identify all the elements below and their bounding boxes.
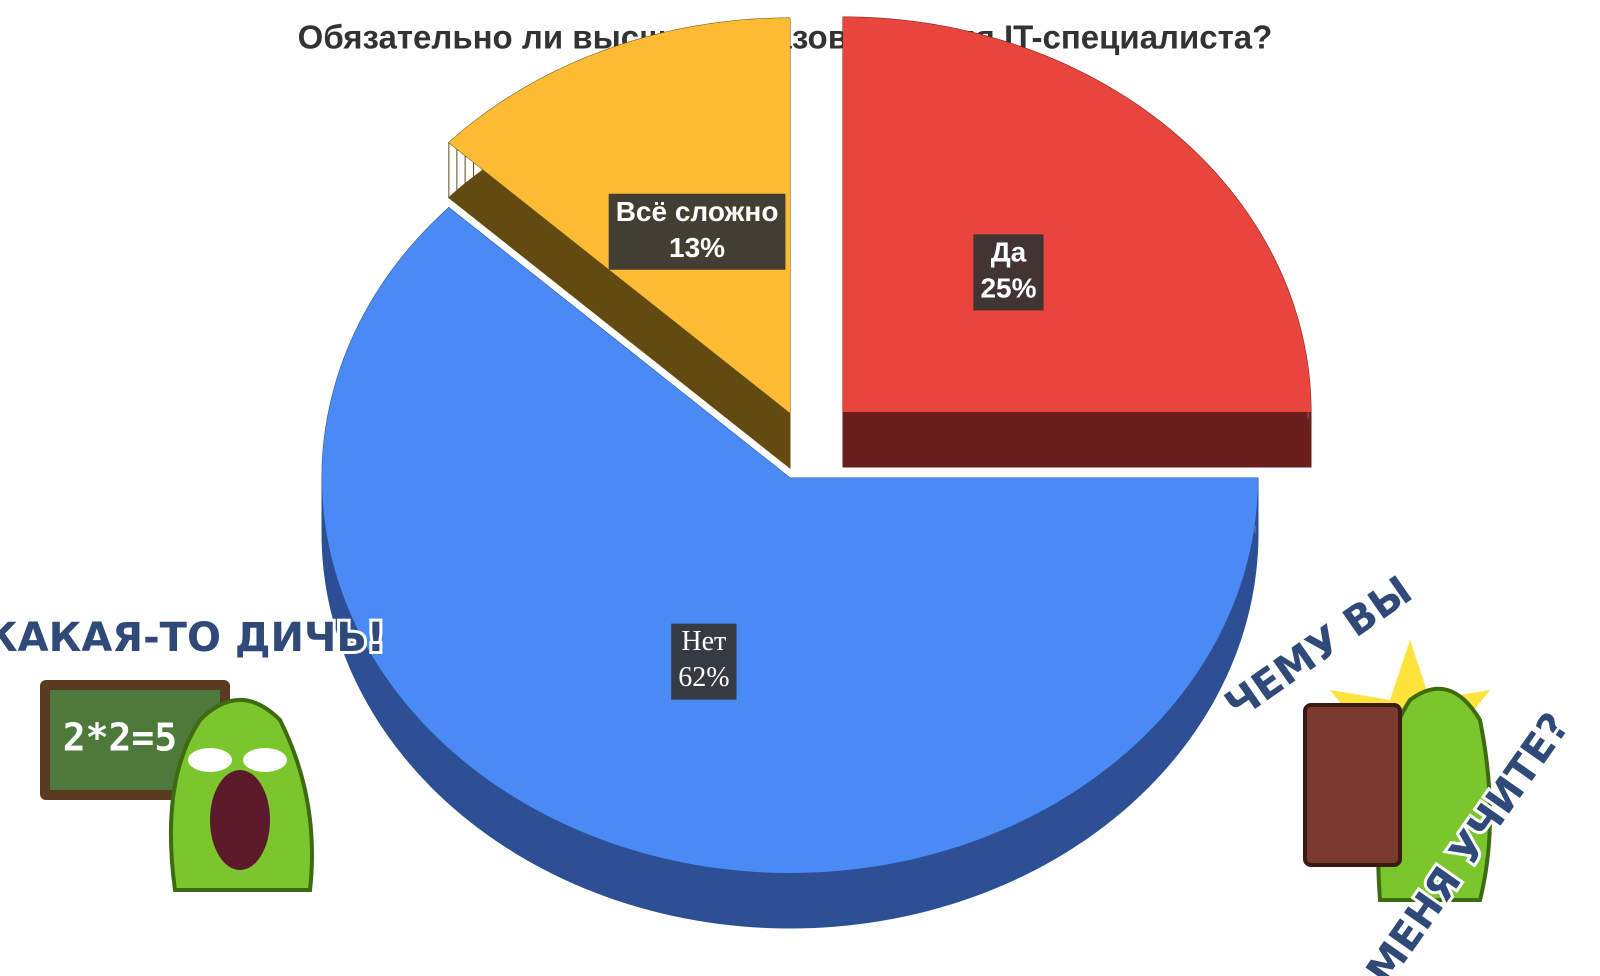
monster-mouth [210, 770, 270, 870]
brick-wall [1303, 703, 1402, 867]
label-box [671, 623, 737, 700]
sticker-text: КАКАЯ-ТО ДИЧЬ! [0, 615, 385, 661]
data-label: Всё сложно 13% [608, 193, 786, 270]
slice [322, 207, 1258, 873]
data-label: Нет 62% [671, 623, 737, 700]
label-value: 62% [678, 662, 729, 693]
monster-eye [243, 748, 287, 772]
label-category: Да [991, 237, 1027, 268]
chalk-text: 2*2=5 [63, 716, 177, 760]
label-box [973, 234, 1044, 311]
monster-eye [188, 748, 232, 772]
data-label: Да 25% [973, 234, 1044, 311]
label-category: Всё сложно [616, 196, 779, 227]
slice [843, 17, 1311, 412]
label-box [608, 193, 786, 270]
pie: Да 25% Нет 62% Всё сложно 13% [321, 16, 1312, 929]
label-value: 13% [669, 232, 725, 263]
label-category: Нет [681, 626, 726, 657]
label-value: 25% [980, 273, 1036, 304]
